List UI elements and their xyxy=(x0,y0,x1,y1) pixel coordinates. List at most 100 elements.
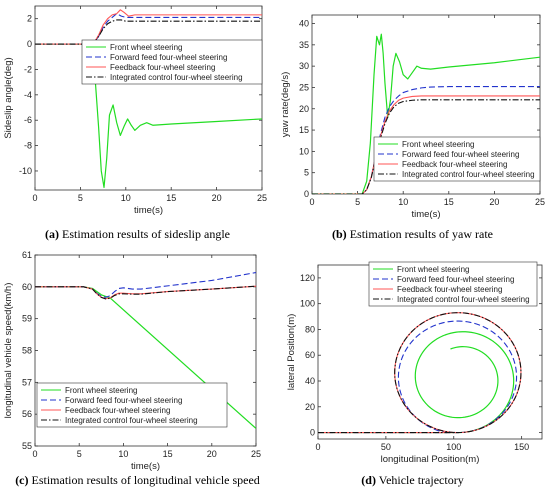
x-axis-label: time(s) xyxy=(131,461,160,472)
legend-label-3: Feedback four-wheel steering xyxy=(402,160,507,169)
plot-frame xyxy=(34,5,263,191)
x-tick-label: 0 xyxy=(309,197,314,207)
caption-b-text: Estimation results of yaw rate xyxy=(346,227,493,241)
y-tick-label: 15 xyxy=(299,125,309,135)
series-group xyxy=(318,312,522,434)
legend-label-2: Forward feed four-wheel steering xyxy=(402,150,519,159)
chart-panel-speed: 0 5 10 15 20 25 55 56 57 58 59 60 61 time(s) longitudi… xyxy=(0,245,275,491)
series-line-2 xyxy=(35,13,262,45)
caption-c: (c) Estimation results of longitudinal v… xyxy=(0,473,275,488)
y-tick-label: 59 xyxy=(22,314,32,324)
y-tick-label: 58 xyxy=(22,346,32,356)
y-tick-label: 30 xyxy=(299,61,309,71)
x-tick-label: 100 xyxy=(446,442,461,452)
y-tick-label: 40 xyxy=(305,376,315,386)
caption-b-letter: (b) xyxy=(332,227,347,241)
series-group xyxy=(35,271,256,429)
series-line-4 xyxy=(312,99,540,194)
y-axis-label: lateral Position(m) xyxy=(286,314,297,391)
longitudinal-speed-chart: 0 5 10 15 20 25 55 56 57 58 59 60 61 time(s) longitudi… xyxy=(3,250,261,472)
x-tick-label: 50 xyxy=(381,442,391,452)
legend-label-2: Forward feed four-wheel steering xyxy=(110,53,227,62)
x-tick-label: 0 xyxy=(32,449,37,459)
y-tick-label: 25 xyxy=(299,82,309,92)
y-tick-label: 0 xyxy=(310,428,315,438)
x-tick-label: 15 xyxy=(163,449,173,459)
y-tick-label: 55 xyxy=(22,441,32,451)
legend-label-2: Forward feed four-wheel steering xyxy=(65,396,182,405)
x-tick-label: 20 xyxy=(207,449,217,459)
y-tick-label: 56 xyxy=(22,409,32,419)
y-axis-label: longitudinal vehicle speed(km/h) xyxy=(3,283,14,419)
legend-label-4: Integrated control four-wheel steering xyxy=(402,170,535,179)
series-line-1 xyxy=(312,33,540,194)
y-tick-label: 61 xyxy=(22,250,32,260)
x-axis-label: longitudinal Position(m) xyxy=(381,454,480,465)
legend-label-3: Feedback four-wheel steering xyxy=(65,406,170,415)
caption-c-letter: (c) xyxy=(15,473,29,487)
y-tick-label: 20 xyxy=(305,402,315,412)
y-tick-label: 0 xyxy=(27,39,32,49)
series-line-2 xyxy=(318,320,518,434)
y-tick-label: -10 xyxy=(19,166,32,176)
y-tick-label: -8 xyxy=(24,141,32,151)
x-tick-label: 25 xyxy=(257,193,267,203)
series-group xyxy=(312,33,540,194)
chart-panel-trajectory: 0 50 100 150 0 20 40 60 80 100 120 longitudinal Pos… xyxy=(275,245,550,491)
x-axis-label: time(s) xyxy=(134,205,163,216)
caption-d-letter: (d) xyxy=(361,473,376,487)
x-tick-label: 10 xyxy=(118,449,128,459)
series-line-1 xyxy=(35,43,262,189)
chart-panel-sideslip: 0 5 10 15 20 25 -10 -8 -6 -4 -2 0 2 time(s) Sideslip a… xyxy=(0,0,275,245)
series-line-3 xyxy=(35,9,262,45)
series-line-4 xyxy=(35,285,256,300)
x-tick-label: 5 xyxy=(355,197,360,207)
x-tick-label: 5 xyxy=(78,193,83,203)
caption-a-letter: (a) xyxy=(45,227,59,241)
legend-label-1: Front wheel steering xyxy=(402,140,474,149)
y-tick-label: 20 xyxy=(299,104,309,114)
legend-box xyxy=(36,382,228,428)
series-line-4 xyxy=(318,312,522,434)
x-tick-label: 20 xyxy=(212,193,222,203)
y-tick-label: 5 xyxy=(304,168,309,178)
vehicle-trajectory-chart: 0 50 100 150 0 20 40 60 80 100 120 longitudinal Pos… xyxy=(286,261,543,465)
y-tick-label: 80 xyxy=(305,324,315,334)
legend-label-4: Integrated control four-wheel steering xyxy=(110,73,243,82)
x-tick-label: 10 xyxy=(121,193,131,203)
x-tick-label: 0 xyxy=(32,193,37,203)
y-tick-label: -4 xyxy=(24,90,32,100)
x-tick-label: 10 xyxy=(398,197,408,207)
caption-a-text: Estimation results of sideslip angle xyxy=(59,227,230,241)
legend-box xyxy=(81,39,263,85)
y-tick-label: -6 xyxy=(24,115,32,125)
legend-label-1: Front wheel steering xyxy=(397,265,469,274)
caption-d-text: Vehicle trajectory xyxy=(375,473,464,487)
y-tick-label: 120 xyxy=(300,273,315,283)
y-tick-label: 60 xyxy=(305,350,315,360)
yaw-rate-chart: 0 5 10 15 20 25 0 5 10 15 20 25 30 35 40 time(s) yaw rat… xyxy=(280,14,545,220)
legend-label-1: Front wheel steering xyxy=(65,386,137,395)
y-tick-label: -2 xyxy=(24,64,32,74)
x-tick-label: 15 xyxy=(444,197,454,207)
x-tick-label: 25 xyxy=(535,197,545,207)
chart-panel-yaw-rate: 0 5 10 15 20 25 0 5 10 15 20 25 30 35 40 time(s) yaw rat… xyxy=(275,0,550,245)
series-line-1 xyxy=(318,331,515,434)
legend-box xyxy=(368,261,538,307)
y-tick-label: 60 xyxy=(22,282,32,292)
x-tick-label: 25 xyxy=(251,449,261,459)
x-tick-label: 20 xyxy=(489,197,499,207)
y-tick-label: 35 xyxy=(299,40,309,50)
y-tick-label: 2 xyxy=(27,14,32,24)
caption-b: (b) Estimation results of yaw rate xyxy=(275,227,550,242)
y-tick-label: 57 xyxy=(22,377,32,387)
y-tick-label: 10 xyxy=(299,146,309,156)
y-axis-label: Sideslip angle(deg) xyxy=(3,57,14,138)
x-tick-label: 0 xyxy=(315,442,320,452)
y-tick-label: 0 xyxy=(304,189,309,199)
y-tick-label: 40 xyxy=(299,19,309,29)
caption-c-text: Estimation results of longitudinal vehic… xyxy=(28,473,260,487)
